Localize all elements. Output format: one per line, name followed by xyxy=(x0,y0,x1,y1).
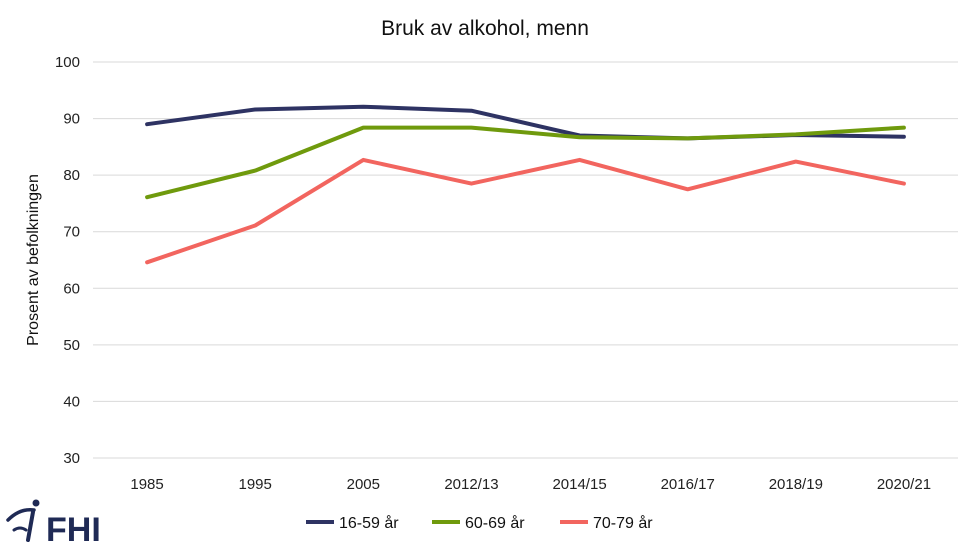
y-axis-label: Prosent av befolkningen xyxy=(25,174,42,346)
legend-label: 60-69 år xyxy=(465,514,525,532)
fhi-logo-text: FHI xyxy=(46,511,101,547)
legend-label: 70-79 år xyxy=(593,514,653,532)
x-tick-label: 2018/19 xyxy=(769,476,823,493)
y-tick-label: 40 xyxy=(63,393,80,410)
x-tick-label: 1995 xyxy=(239,476,272,493)
chart-title: Bruk av alkohol, menn xyxy=(381,17,589,40)
fhi-logo-icon xyxy=(6,499,40,542)
x-axis-ticks: 1985 1995 2005 2012/13 2014/15 2016/17 2018/19… xyxy=(130,476,931,493)
legend: 16-59 år 60-69 år 70-79 år xyxy=(306,514,653,532)
legend-label: 16-59 år xyxy=(339,514,399,532)
y-tick-label: 80 xyxy=(63,167,80,184)
x-tick-label: 2020/21 xyxy=(877,476,931,493)
series-line-2 xyxy=(145,157,906,265)
y-axis-ticks: 30 40 50 60 70 80 90 100 xyxy=(55,54,80,467)
series-lines xyxy=(145,104,906,265)
x-tick-label: 2016/17 xyxy=(661,476,715,493)
fhi-logo: FHI xyxy=(6,499,101,547)
series-line-1 xyxy=(145,125,906,200)
x-tick-label: 2012/13 xyxy=(444,476,498,493)
y-tick-label: 50 xyxy=(63,337,80,354)
y-tick-label: 100 xyxy=(55,54,80,71)
x-tick-label: 2005 xyxy=(347,476,380,493)
x-tick-label: 1985 xyxy=(130,476,163,493)
x-tick-label: 2014/15 xyxy=(552,476,606,493)
y-tick-label: 90 xyxy=(63,111,80,128)
y-tick-label: 60 xyxy=(63,280,80,297)
y-tick-label: 30 xyxy=(63,450,80,467)
y-tick-label: 70 xyxy=(63,224,80,241)
